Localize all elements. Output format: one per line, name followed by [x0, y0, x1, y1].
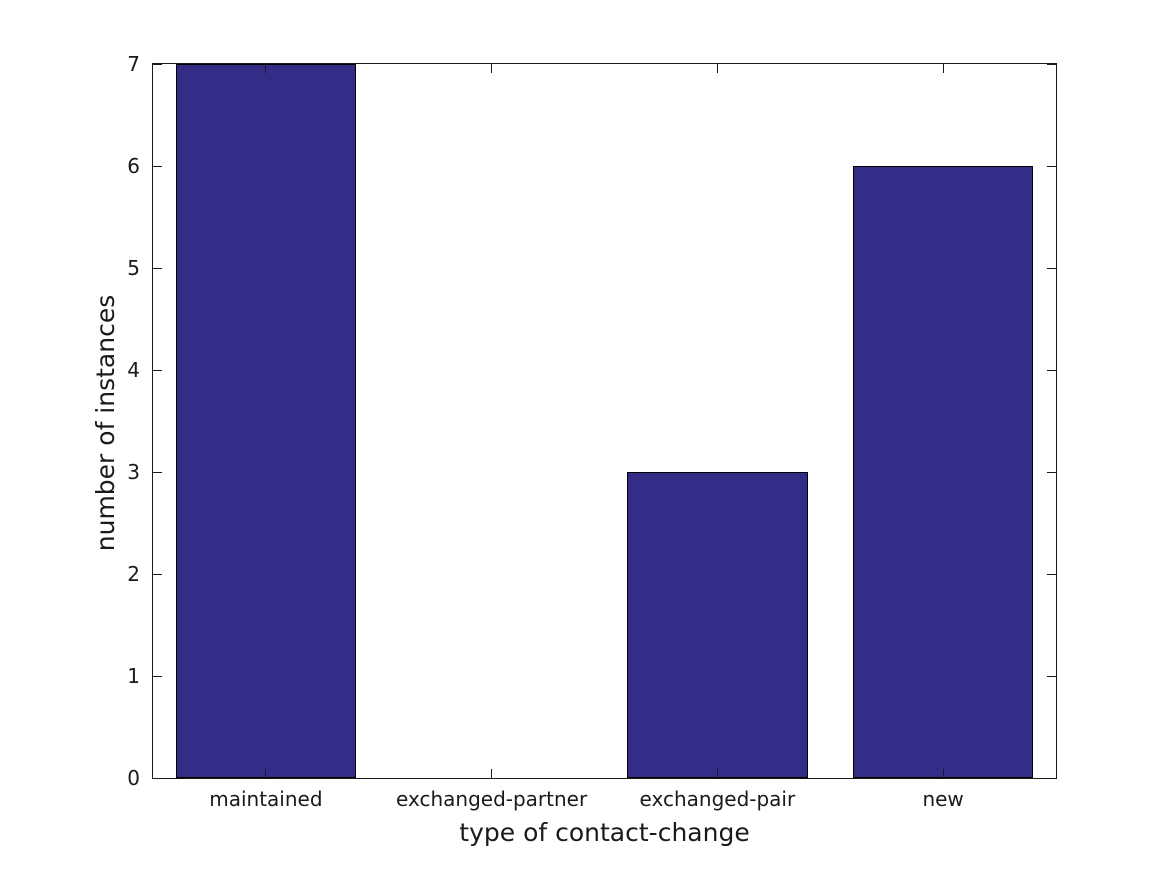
- x-axis-title: type of contact-change: [459, 818, 750, 847]
- y-tick-right: [1047, 471, 1056, 473]
- x-tick-label: new: [922, 787, 964, 811]
- x-tick-label: maintained: [209, 787, 323, 811]
- y-tick-left: [153, 267, 162, 269]
- y-tick-right: [1047, 573, 1056, 575]
- y-tick-label: 2: [127, 562, 140, 586]
- y-tick-label: 1: [127, 664, 140, 688]
- bar-maintained: [175, 64, 357, 778]
- y-tick-label: 6: [127, 154, 140, 178]
- x-tick-label: exchanged-pair: [639, 787, 796, 811]
- x-tick-bottom: [942, 769, 944, 778]
- y-tick-left: [153, 369, 162, 371]
- x-tick-bottom: [491, 769, 493, 778]
- y-tick-right: [1047, 369, 1056, 371]
- x-tick-top: [491, 64, 493, 73]
- y-tick-right: [1047, 267, 1056, 269]
- bar-exchanged-pair: [627, 472, 808, 778]
- x-tick-bottom: [716, 769, 718, 778]
- y-tick-left: [153, 777, 162, 779]
- x-tick-bottom: [265, 769, 267, 778]
- y-tick-right: [1047, 777, 1056, 779]
- y-tick-left: [153, 165, 162, 167]
- y-axis-title: number of instances: [91, 294, 120, 552]
- y-tick-right: [1047, 63, 1056, 65]
- y-tick-left: [153, 63, 162, 65]
- plot-area: [152, 63, 1057, 779]
- y-tick-right: [1047, 675, 1056, 677]
- x-tick-top: [716, 64, 718, 73]
- bar-new: [852, 166, 1034, 778]
- y-tick-label: 4: [127, 358, 140, 382]
- y-tick-left: [153, 675, 162, 677]
- y-tick-label: 7: [127, 52, 140, 76]
- y-tick-label: 5: [127, 256, 140, 280]
- y-tick-label: 3: [127, 460, 140, 484]
- x-tick-top: [942, 64, 944, 73]
- x-tick-label: exchanged-partner: [396, 787, 588, 811]
- y-tick-label: 0: [127, 766, 140, 790]
- y-tick-right: [1047, 165, 1056, 167]
- y-tick-left: [153, 573, 162, 575]
- y-tick-left: [153, 471, 162, 473]
- x-tick-top: [265, 64, 267, 73]
